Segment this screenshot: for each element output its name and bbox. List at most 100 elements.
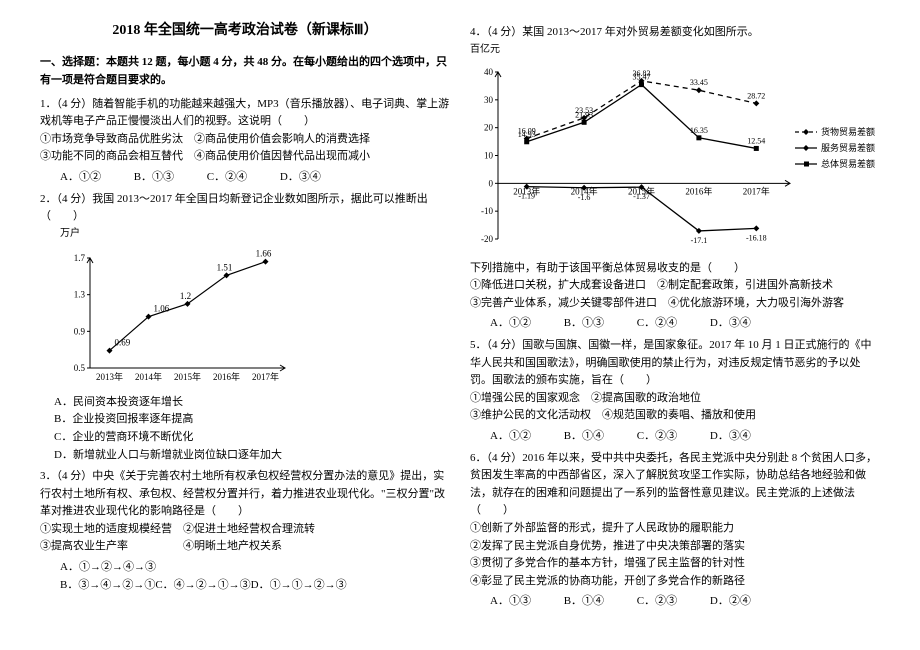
- q3-sub2: ③提高农业生产率 ④明晰土地产权关系: [40, 538, 450, 556]
- svg-text:-10: -10: [481, 206, 493, 216]
- q6-opt-a: A．①③: [490, 593, 531, 611]
- q6-sub2: ②发挥了民主党派自身优势，推进了中央决策部署的落实: [470, 538, 880, 556]
- q2-opt-d: D．新增就业人口与新增就业岗位缺口逐年加大: [54, 447, 450, 465]
- svg-text:货物贸易差额: 货物贸易差额: [821, 126, 875, 137]
- svg-text:21.93: 21.93: [575, 110, 593, 119]
- svg-text:10: 10: [484, 150, 494, 160]
- q1-opt-c: C．②④: [207, 169, 247, 187]
- svg-text:2016年: 2016年: [213, 371, 240, 382]
- question-4: 4．（4 分）某国 2013～2017 年对外贸易差额变化如图所示。 百亿元 -…: [470, 24, 880, 333]
- q3-stem: 3．（4 分）中央《关于完善农村土地所有权承包权经营权分置办法的意见》提出，实行…: [40, 468, 450, 521]
- question-6: 6．（4 分）2016 年以来，受中共中央委托，各民主党派中央分别赴 8 个贫困…: [470, 450, 880, 611]
- q4-sub1: ①降低进口关税，扩大成套设备进口 ②制定配套政策，引进国外高新技术: [470, 277, 880, 295]
- svg-text:2015年: 2015年: [174, 371, 201, 382]
- q5-opt-b: B．①④: [564, 428, 604, 446]
- q5-sub2: ③维护公民的文化活动权 ④规范国歌的奏唱、播放和使用: [470, 407, 880, 425]
- q4-stem: 4．（4 分）某国 2013～2017 年对外贸易差额变化如图所示。: [470, 24, 880, 42]
- q4-opt-b: B．①③: [564, 315, 604, 333]
- question-2: 2．（4 分）我国 2013～2017 年全国日均新登记企业数如图所示，据此可以…: [40, 191, 450, 465]
- q6-options: A．①③ B．①④ C．②③ D．②④: [490, 593, 880, 611]
- q6-stem: 6．（4 分）2016 年以来，受中共中央委托，各民主党派中央分别赴 8 个贫困…: [470, 450, 880, 520]
- question-5: 5．（4 分）国歌与国旗、国徽一样，是国家象征。2017 年 10 月 1 日正…: [470, 337, 880, 446]
- svg-text:-16.18: -16.18: [746, 233, 767, 242]
- section-1-heading: 一、选择题：本题共 12 题，每小题 4 分，共 48 分。在每小题给出的四个选…: [40, 54, 450, 89]
- svg-text:14.93: 14.93: [518, 129, 536, 138]
- q2-ylabel: 万户: [60, 226, 450, 242]
- q4-options: A．①② B．①③ C．②④ D．③④: [490, 315, 880, 333]
- q1-options: A．①② B．①③ C．②④ D．③④: [60, 169, 450, 187]
- svg-text:1.51: 1.51: [217, 262, 233, 272]
- question-3: 3．（4 分）中央《关于完善农村土地所有权承包权经营权分置办法的意见》提出，实行…: [40, 468, 450, 594]
- q4-chart: -20-100102030402013年2014年2015年2016年2017年…: [470, 64, 880, 254]
- q3-opt-b: B．③→④→②→①C．④→②→①→③D．①→①→②→③: [60, 577, 347, 595]
- q5-options: A．①② B．①④ C．②③ D．③④: [490, 428, 880, 446]
- svg-text:30: 30: [484, 94, 494, 104]
- svg-text:2017年: 2017年: [743, 185, 770, 196]
- q3-opt-a: A．①→②→④→③: [60, 559, 156, 577]
- right-column: 4．（4 分）某国 2013～2017 年对外贸易差额变化如图所示。 百亿元 -…: [460, 20, 890, 630]
- svg-text:2017年: 2017年: [252, 371, 279, 382]
- paper-title: 2018 年全国统一高考政治试卷（新课标Ⅲ）: [40, 20, 450, 42]
- left-column: 2018 年全国统一高考政治试卷（新课标Ⅲ） 一、选择题：本题共 12 题，每小…: [30, 20, 460, 630]
- q2-chart-svg: 0.5 0.9 1.3 1.7 2013年 2014年 2015年 2016年 2017年 0.6…: [60, 248, 290, 388]
- svg-text:总体贸易差额: 总体贸易差额: [821, 158, 875, 169]
- svg-text:0: 0: [489, 178, 494, 188]
- svg-text:-20: -20: [481, 234, 493, 244]
- q4-sub2: ③完善产业体系，减少关键零部件进口 ④优化旅游环境，大力吸引海外游客: [470, 295, 880, 313]
- svg-text:12.54: 12.54: [747, 136, 765, 145]
- q6-sub3: ③贯彻了多党合作的基本方针，增强了民主监督的针对性: [470, 555, 880, 573]
- q4-chart-svg: -20-100102030402013年2014年2015年2016年2017年…: [470, 64, 880, 254]
- svg-text:1.66: 1.66: [256, 248, 272, 258]
- svg-text:-1.19: -1.19: [518, 191, 535, 200]
- svg-text:2016年: 2016年: [685, 185, 712, 196]
- svg-text:-1.37: -1.37: [633, 192, 650, 201]
- q3-sub1: ①实现土地的适度规模经营 ②促进土地经营权合理流转: [40, 521, 450, 539]
- q6-opt-b: B．①④: [564, 593, 604, 611]
- q5-opt-c: C．②③: [637, 428, 677, 446]
- svg-text:1.06: 1.06: [154, 303, 170, 313]
- q2-chart: 0.5 0.9 1.3 1.7 2013年 2014年 2015年 2016年 2017年 0.6…: [60, 248, 450, 388]
- svg-text:服务贸易差额: 服务贸易差额: [821, 142, 875, 153]
- q6-opt-d: D．②④: [710, 593, 751, 611]
- svg-text:1.7: 1.7: [74, 253, 86, 263]
- svg-text:-17.1: -17.1: [691, 236, 708, 245]
- svg-text:2014年: 2014年: [135, 371, 162, 382]
- q1-stem: 1．（4 分）随着智能手机的功能越来越强大，MP3（音乐播放器）、电子词典、掌上…: [40, 96, 450, 131]
- q4-ylabel: 百亿元: [470, 42, 880, 58]
- q2-opt-c: C．企业的营商环境不断优化: [54, 429, 450, 447]
- svg-text:2013年: 2013年: [96, 371, 123, 382]
- svg-text:20: 20: [484, 122, 494, 132]
- q1-opt-a: A．①②: [60, 169, 101, 187]
- q4-opt-d: D．③④: [710, 315, 751, 333]
- q6-opt-c: C．②③: [637, 593, 677, 611]
- svg-text:16.35: 16.35: [690, 125, 708, 134]
- q2-opt-a: A．民间资本投资逐年增长: [54, 394, 450, 412]
- svg-text:-1.6: -1.6: [578, 192, 591, 201]
- q1-opt-d: D．③④: [280, 169, 321, 187]
- q1-sub1: ①市场竞争导致商品优胜劣汰 ②商品使用价值会影响人的消费选择: [40, 131, 450, 149]
- q1-sub2: ③功能不同的商品会相互替代 ④商品使用价值因替代品出现而减小: [40, 148, 450, 166]
- q6-sub4: ④彰显了民主党派的协商功能，开创了多党合作的新路径: [470, 573, 880, 591]
- question-1: 1．（4 分）随着智能手机的功能越来越强大，MP3（音乐播放器）、电子词典、掌上…: [40, 96, 450, 187]
- svg-text:0.9: 0.9: [74, 326, 86, 336]
- svg-text:0.5: 0.5: [74, 363, 86, 373]
- q4-after: 下列措施中，有助于该国平衡总体贸易收支的是（ ）: [470, 260, 880, 278]
- svg-text:1.2: 1.2: [180, 291, 191, 301]
- q4-opt-a: A．①②: [490, 315, 531, 333]
- q5-sub1: ①增强公民的国家观念 ②提高国歌的政治地位: [470, 390, 880, 408]
- svg-text:35.47: 35.47: [633, 72, 651, 81]
- q5-opt-a: A．①②: [490, 428, 531, 446]
- q2-opt-b: B．企业投资回报率逐年提高: [54, 411, 450, 429]
- svg-text:0.69: 0.69: [115, 337, 131, 347]
- svg-text:28.72: 28.72: [747, 91, 765, 100]
- q6-sub1: ①创新了外部监督的形式，提升了人民政协的履职能力: [470, 520, 880, 538]
- svg-text:40: 40: [484, 67, 494, 77]
- q4-opt-c: C．②④: [637, 315, 677, 333]
- q5-stem: 5．（4 分）国歌与国旗、国徽一样，是国家象征。2017 年 10 月 1 日正…: [470, 337, 880, 390]
- svg-text:1.3: 1.3: [74, 289, 86, 299]
- svg-text:33.45: 33.45: [690, 78, 708, 87]
- q2-stem: 2．（4 分）我国 2013～2017 年全国日均新登记企业数如图所示，据此可以…: [40, 191, 450, 226]
- q5-opt-d: D．③④: [710, 428, 751, 446]
- q1-opt-b: B．①③: [134, 169, 174, 187]
- q3-options: A．①→②→④→③ B．③→④→②→①C．④→②→①→③D．①→①→②→③: [60, 559, 450, 594]
